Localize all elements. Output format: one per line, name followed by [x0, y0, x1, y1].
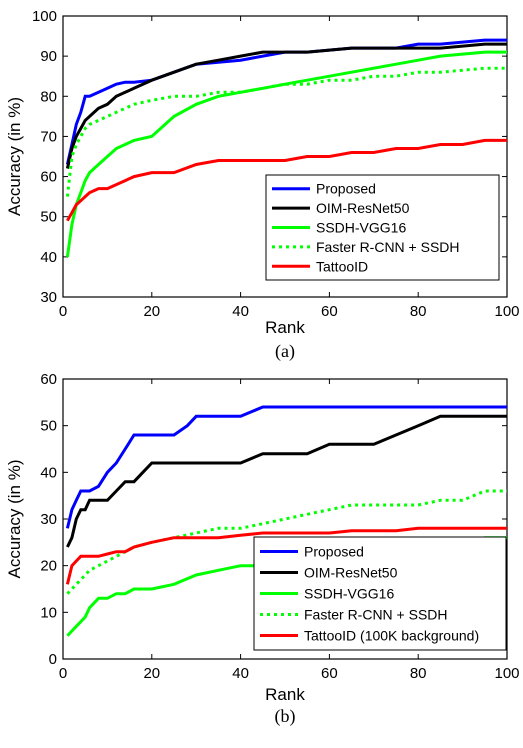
y-tick-label: 70: [40, 128, 57, 145]
x-tick-label: 0: [59, 303, 67, 320]
y-tick-label: 50: [40, 209, 57, 226]
series-line-faster-r-cnn-ssdh: [66, 489, 507, 595]
x-tick-label: 40: [232, 665, 249, 682]
legend-label-proposed: Proposed: [316, 181, 376, 197]
y-tick-label: 30: [40, 289, 57, 306]
x-tick-label: 40: [232, 303, 249, 320]
y-tick-label: 40: [40, 249, 57, 266]
chart-caption: (b): [275, 706, 296, 727]
y-tick-label: 100: [32, 8, 57, 25]
series-line-ssdh-vgg16: [65, 50, 507, 258]
x-tick-label: 80: [410, 303, 427, 320]
y-axis-label: Accuracy (in %): [5, 459, 24, 578]
chart-caption: (a): [275, 341, 295, 362]
legend: Proposed OIM-ResNet50 SSDH-VGG16 Faster R-C…: [253, 536, 507, 651]
legend-label-oim-resnet50: OIM-ResNet50: [304, 565, 398, 581]
legend: Proposed OIM-ResNet50 SSDH-VGG16 Faster R-C…: [265, 174, 500, 281]
x-tick-label: 20: [143, 303, 160, 320]
x-tick-label: 100: [494, 665, 519, 682]
y-tick-label: 90: [40, 48, 57, 65]
legend-label-faster-r-cnn-ssdh: Faster R-CNN + SSDH: [316, 239, 460, 255]
x-tick-label: 60: [321, 303, 338, 320]
chart-2: 0 20 40 60 80 100 0 10 20 30 40 50 60 Rank Accuracy (i…: [5, 371, 520, 727]
y-tick-label: 0: [49, 651, 57, 668]
y-tick-label: 20: [40, 558, 57, 575]
x-tick-label: 80: [410, 665, 427, 682]
series-line-proposed: [65, 405, 507, 529]
y-tick-label: 30: [40, 511, 57, 528]
legend-label-oim-resnet50: OIM-ResNet50: [316, 200, 410, 216]
y-tick-label: 40: [40, 464, 57, 481]
chart-1: 0 20 40 60 80 100 30 40 50 60 70 80 90 100 Rank Accurac…: [5, 8, 520, 362]
y-tick-label: 60: [40, 169, 57, 186]
legend-box: [253, 536, 507, 651]
legend-label-tattooid-100k-background: TattooID (100K background): [304, 628, 479, 644]
x-tick-label: 60: [321, 665, 338, 682]
y-tick-label: 50: [40, 418, 57, 435]
series-line-tattooid-100k-background: [65, 526, 507, 585]
x-axis-label: Rank: [265, 318, 305, 337]
series-line-tattooid: [66, 138, 507, 222]
legend-label-proposed: Proposed: [304, 544, 364, 560]
y-tick-label: 80: [40, 88, 57, 105]
y-tick-label: 10: [40, 604, 57, 621]
legend-label-ssdh-vgg16: SSDH-VGG16: [304, 586, 394, 602]
legend-label-faster-r-cnn-ssdh: Faster R-CNN + SSDH: [304, 607, 448, 623]
legend-label-ssdh-vgg16: SSDH-VGG16: [316, 220, 406, 236]
series-line-oim-resnet50: [65, 42, 507, 169]
x-axis-label: Rank: [265, 685, 305, 704]
x-tick-label: 20: [143, 665, 160, 682]
x-tick-label: 0: [59, 665, 67, 682]
series-line-oim-resnet50: [66, 414, 507, 548]
y-tick-label: 60: [40, 371, 57, 388]
x-tick-label: 100: [494, 303, 519, 320]
legend-label-tattooid: TattooID: [316, 258, 368, 274]
y-axis-label: Accuracy (in %): [5, 97, 24, 216]
